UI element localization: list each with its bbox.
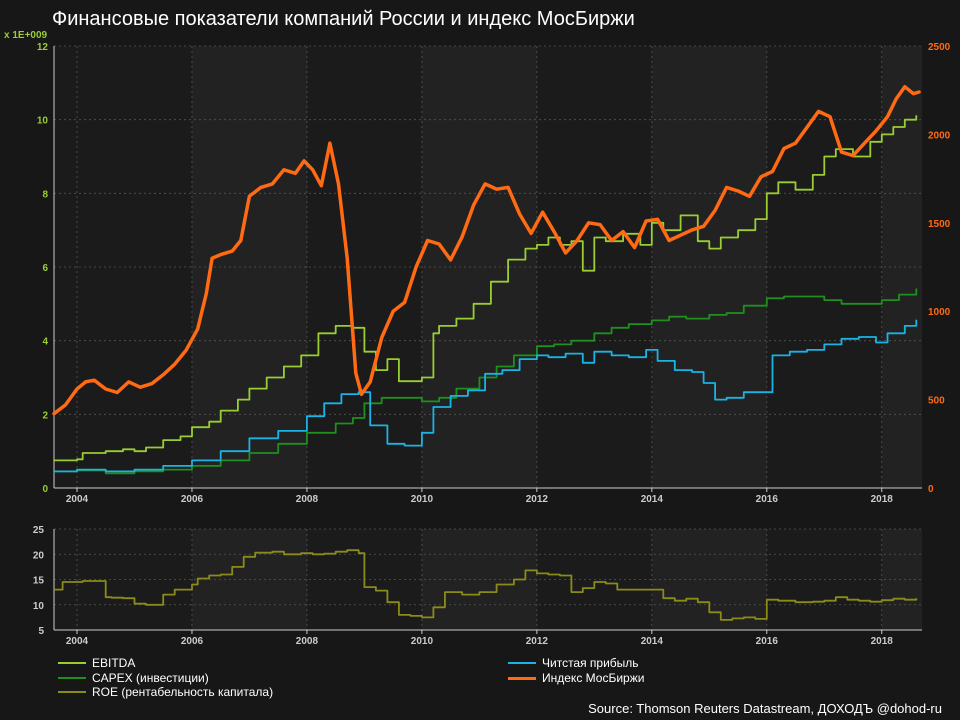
roe-x-tick-label-6: 2016 (756, 636, 779, 647)
legend-swatch-index (508, 676, 536, 680)
main-right-tick-label-3: 1500 (928, 219, 951, 230)
source-note: Source: Thomson Reuters Datastream, ДОХО… (588, 701, 942, 716)
legend-swatch-capex (58, 677, 86, 679)
main-right-tick-label-0: 0 (928, 484, 934, 495)
legend-profit: Читстая прибыль (508, 656, 639, 670)
legend-label-capex: CAPEX (инвестиции) (92, 671, 209, 685)
legend-index: Индекс МосБиржи (508, 671, 644, 685)
roe-x-tick-label-4: 2012 (526, 636, 549, 647)
roe-x-tick-label-7: 2018 (871, 636, 894, 647)
main-right-tick-label-1: 500 (928, 396, 945, 407)
roe-x-tick-label-1: 2006 (181, 636, 204, 647)
main-left-tick-label-2: 4 (42, 337, 48, 348)
legend-label-roe: ROE (рентабельность капитала) (92, 685, 274, 699)
roe-y-tick-label-3: 20 (33, 550, 45, 561)
roe-x-tick-label-0: 2004 (66, 636, 89, 647)
main-left-tick-label-6: 12 (37, 42, 49, 53)
series-line-roe (54, 549, 918, 621)
roe-y-tick-label-2: 15 (33, 576, 45, 587)
main-right-tick-label-5: 2500 (928, 42, 951, 53)
legend-capex: CAPEX (инвестиции) (58, 671, 209, 685)
roe-x-tick-label-5: 2014 (641, 636, 664, 647)
main-multiplier-label: x 1E+009 (4, 30, 48, 41)
roe-y-tick-label-0: 5 (38, 626, 44, 637)
legend-label-ebitda: EBITDA (92, 656, 136, 670)
main-x-tick-label-4: 2012 (526, 494, 549, 505)
main-left-tick-label-1: 2 (42, 410, 48, 421)
legend-swatch-roe (58, 691, 86, 693)
main-x-tick-label-0: 2004 (66, 494, 89, 505)
chart-title: Финансовые показатели компаний России и … (52, 8, 635, 30)
main-left-tick-label-0: 0 (42, 484, 48, 495)
legend-roe: ROE (рентабельность капитала) (58, 685, 273, 699)
main-x-tick-label-1: 2006 (181, 494, 204, 505)
roe-y-tick-label-1: 10 (33, 601, 45, 612)
legend-swatch-ebitda (58, 662, 86, 664)
main-right-tick-label-2: 1000 (928, 307, 951, 318)
main-left-tick-label-4: 8 (42, 189, 48, 200)
series-line-profit (53, 319, 918, 473)
legend-label-profit: Читстая прибыль (542, 656, 639, 670)
roe-x-tick-label-3: 2010 (411, 636, 434, 647)
legend-ebitda: EBITDA (58, 656, 135, 670)
roe-x-tick-label-2: 2008 (296, 636, 319, 647)
series-line-capex (53, 288, 918, 475)
series-line-ebitda (53, 115, 918, 462)
main-left-tick-label-3: 6 (42, 263, 48, 274)
roe-y-tick-label-4: 25 (33, 525, 45, 536)
legend-label-index: Индекс МосБиржи (542, 671, 645, 685)
main-right-tick-label-4: 2000 (928, 130, 951, 141)
legend-swatch-profit (508, 662, 536, 664)
main-x-tick-label-6: 2016 (756, 494, 779, 505)
series-line-index (52, 84, 921, 416)
main-x-tick-label-2: 2008 (296, 494, 319, 505)
main-x-tick-label-7: 2018 (871, 494, 894, 505)
main-x-tick-label-3: 2010 (411, 494, 434, 505)
main-left-tick-label-5: 10 (37, 116, 49, 127)
main-x-tick-label-5: 2014 (641, 494, 664, 505)
